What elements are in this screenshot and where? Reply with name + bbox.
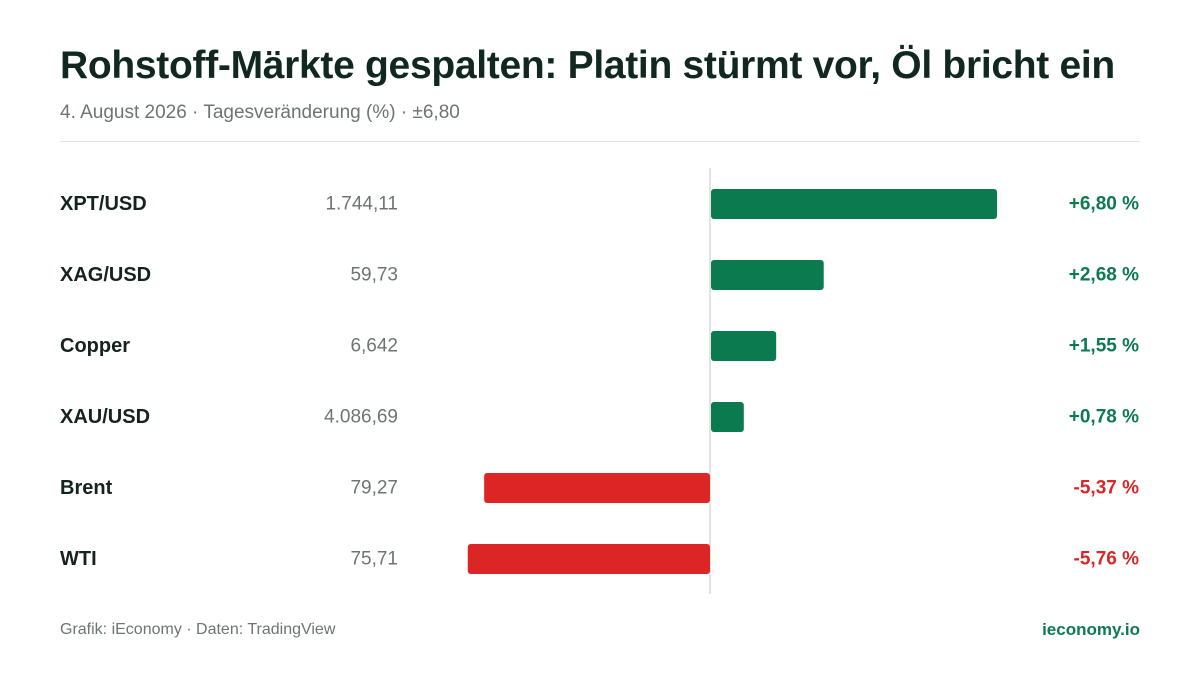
row-price: 79,27 bbox=[350, 478, 398, 499]
footer-source: Grafik: iEconomy · Daten: TradingView bbox=[60, 621, 336, 638]
chart-row: XPT/USD 1.744,11 +6,80 % bbox=[60, 189, 1139, 219]
chart-title: Rohstoff-Märkte gespalten: Platin stürmt… bbox=[60, 44, 1115, 87]
chart-row: XAG/USD 59,73 +2,68 % bbox=[60, 260, 1139, 290]
chart-row: WTI 75,71 -5,76 % bbox=[60, 544, 1139, 574]
data-label: +6,80 % bbox=[1069, 194, 1139, 215]
bar bbox=[467, 544, 710, 574]
bar bbox=[711, 402, 744, 432]
row-label: XPT/USD bbox=[60, 193, 147, 215]
header-divider bbox=[60, 141, 1140, 142]
row-price: 1.744,11 bbox=[325, 194, 398, 215]
rows-layer: XPT/USD 1.744,11 +6,80 % XAG/USD 59,73 +2,68 … bbox=[60, 189, 1139, 574]
bar bbox=[711, 189, 997, 219]
row-label: Copper bbox=[60, 335, 130, 357]
data-label: -5,37 % bbox=[1074, 478, 1140, 499]
chart-row: Brent 79,27 -5,37 % bbox=[60, 473, 1139, 503]
data-label: +0,78 % bbox=[1069, 407, 1139, 428]
data-label: +1,55 % bbox=[1069, 336, 1139, 357]
chart-row: Copper 6,642 +1,55 % bbox=[60, 331, 1139, 361]
row-label: XAG/USD bbox=[60, 264, 151, 286]
row-price: 59,73 bbox=[350, 265, 398, 286]
row-price: 75,71 bbox=[350, 549, 398, 570]
data-label: +2,68 % bbox=[1069, 265, 1139, 286]
row-price: 6,642 bbox=[350, 336, 398, 357]
bar bbox=[711, 260, 824, 290]
bar bbox=[711, 331, 777, 361]
footer-brand-link[interactable]: ieconomy.io bbox=[1042, 620, 1140, 639]
bar bbox=[484, 473, 710, 503]
row-price: 4.086,69 bbox=[324, 407, 398, 428]
row-label: WTI bbox=[60, 548, 97, 570]
data-label: -5,76 % bbox=[1074, 549, 1140, 570]
row-label: XAU/USD bbox=[60, 406, 150, 428]
chart-subtitle: 4. August 2026 · Tagesveränderung (%) · … bbox=[60, 102, 460, 123]
chart-row: XAU/USD 4.086,69 +0,78 % bbox=[60, 402, 1139, 432]
row-label: Brent bbox=[60, 477, 113, 499]
